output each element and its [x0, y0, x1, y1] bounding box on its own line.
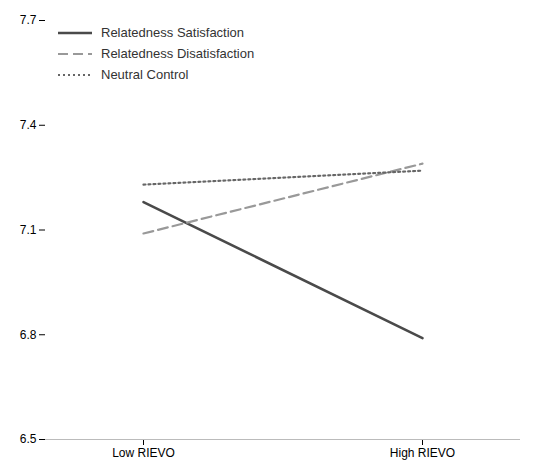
- svg-text:High RIEVO: High RIEVO: [390, 446, 455, 460]
- html-text:Relatedness Disatisfaction: Relatedness Disatisfaction: [101, 46, 255, 61]
- svg-text:7.7: 7.7: [20, 13, 37, 27]
- svg-text:Low RIEVO: Low RIEVO: [112, 446, 175, 460]
- svg-text:6.8: 6.8: [20, 328, 37, 342]
- svg-text:6.5: 6.5: [20, 432, 37, 446]
- svg-text:7.4: 7.4: [20, 118, 37, 132]
- html-text:Neutral Control: Neutral Control: [101, 67, 189, 82]
- html-text:Relatedness Satisfaction: Relatedness Satisfaction: [101, 25, 245, 40]
- svg-text:7.1: 7.1: [20, 223, 37, 237]
